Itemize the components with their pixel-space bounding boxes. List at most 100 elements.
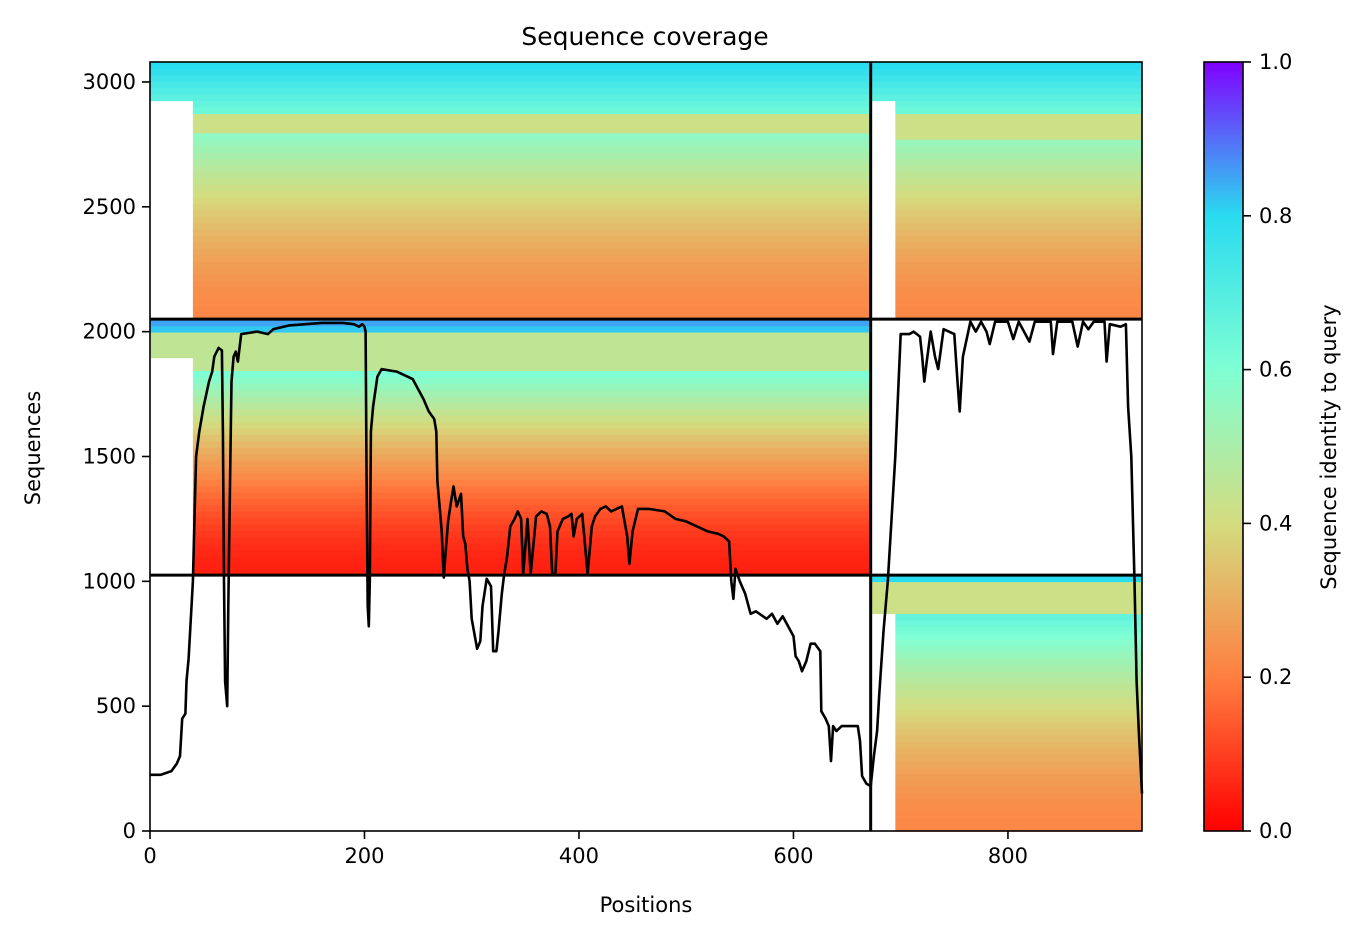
- colorbar-tick-label: 0.8: [1259, 204, 1292, 228]
- coverage-strip: [895, 209, 1142, 217]
- axes: 0 200 400 600 800 0 500 1000 1500 2000 2500 3000: [83, 61, 1143, 868]
- coverage-strip: [895, 164, 1142, 172]
- chart-title: Sequence coverage: [521, 22, 768, 51]
- x-tick-label: 200: [344, 844, 384, 868]
- coverage-strip: [895, 158, 1142, 166]
- coverage-strip: [895, 274, 1142, 282]
- coverage-strip: [192, 229, 871, 237]
- coverage-block-4: [150, 62, 871, 320]
- coverage-strip: [870, 594, 1142, 602]
- coverage-strip: [870, 74, 1142, 82]
- coverage-strip: [895, 613, 1142, 621]
- coverage-strip: [192, 434, 871, 442]
- coverage-strip: [192, 517, 871, 525]
- coverage-block-1: [870, 575, 1142, 832]
- coverage-strip: [895, 715, 1142, 723]
- x-tick-label: 400: [559, 844, 599, 868]
- coverage-strip: [895, 703, 1142, 711]
- coverage-strip: [895, 683, 1142, 691]
- coverage-strip: [192, 274, 871, 282]
- coverage-strip: [192, 216, 871, 224]
- coverage-strip: [192, 158, 871, 166]
- coverage-strip: [150, 319, 871, 327]
- coverage-strip: [192, 447, 871, 455]
- coverage-strip: [150, 74, 871, 82]
- coverage-strip: [895, 113, 1142, 121]
- coverage-strip: [150, 338, 871, 346]
- coverage-strip: [895, 767, 1142, 775]
- coverage-strip: [895, 824, 1142, 832]
- coverage-strip: [192, 184, 871, 192]
- coverage-line: [150, 320, 1144, 794]
- coverage-strip: [192, 459, 871, 467]
- coverage-strip: [192, 408, 871, 416]
- coverage-strip: [192, 100, 871, 108]
- coverage-strip: [895, 664, 1142, 672]
- colorbar-frame: [1203, 61, 1244, 832]
- coverage-line-layer: [150, 320, 1144, 794]
- coverage-strip: [895, 107, 1142, 115]
- coverage-strip: [150, 68, 871, 76]
- colorbar-tick-label: 1.0: [1259, 50, 1292, 74]
- coverage-strip: [895, 235, 1142, 243]
- colorbar-gradient: [1204, 62, 1243, 831]
- coverage-strip: [192, 453, 871, 461]
- coverage-strip: [192, 536, 871, 544]
- coverage-strip: [150, 62, 871, 70]
- coverage-strip: [192, 190, 871, 198]
- coverage-strip: [895, 786, 1142, 794]
- coverage-strip: [895, 754, 1142, 762]
- y-axis-label: Sequences: [21, 391, 45, 506]
- coverage-strip: [192, 357, 871, 365]
- coverage-strip: [895, 248, 1142, 256]
- colorbar-tick-label: 0.0: [1259, 819, 1292, 843]
- coverage-strip: [895, 626, 1142, 634]
- y-tick-label: 0: [123, 819, 136, 843]
- coverage-strip: [895, 229, 1142, 237]
- colorbar-tick-label: 0.2: [1259, 665, 1292, 689]
- coverage-strip: [192, 402, 871, 410]
- coverage-strip: [192, 466, 871, 474]
- y-tick-label: 2500: [83, 195, 136, 219]
- coverage-strip: [192, 415, 871, 423]
- colorbar-label: Sequence identity to query: [1317, 304, 1341, 589]
- coverage-strip: [895, 299, 1142, 307]
- coverage-strip: [192, 504, 871, 512]
- coverage-strip: [895, 287, 1142, 295]
- coverage-strip: [192, 203, 871, 211]
- y-tick-label: 1000: [83, 569, 136, 593]
- coverage-strip: [192, 530, 871, 538]
- coverage-strip: [895, 741, 1142, 749]
- coverage-strip: [192, 177, 871, 185]
- coverage-strip: [192, 126, 871, 134]
- coverage-strip: [192, 543, 871, 551]
- coverage-strip: [192, 119, 871, 127]
- coverage-strip: [895, 132, 1142, 140]
- coverage-strip: [895, 658, 1142, 666]
- coverage-strip: [895, 119, 1142, 127]
- coverage-strip: [895, 267, 1142, 275]
- coverage-strip: [192, 293, 871, 301]
- coverage-strip: [895, 171, 1142, 179]
- coverage-strip: [895, 293, 1142, 301]
- coverage-strip: [192, 254, 871, 262]
- coverage-strip: [895, 747, 1142, 755]
- coverage-strip: [895, 222, 1142, 230]
- coverage-strip: [895, 696, 1142, 704]
- coverage-strip: [192, 376, 871, 384]
- coverage-strip: [895, 203, 1142, 211]
- plot-area: [150, 62, 1142, 832]
- coverage-strip: [895, 690, 1142, 698]
- coverage-strip: [192, 306, 871, 314]
- coverage-strip: [895, 651, 1142, 659]
- coverage-strip: [192, 479, 871, 487]
- coverage-strip: [192, 164, 871, 172]
- coverage-strip: [192, 523, 871, 531]
- coverage-strip: [192, 389, 871, 397]
- coverage-strip: [192, 261, 871, 269]
- coverage-strip: [895, 779, 1142, 787]
- coverage-strip: [895, 126, 1142, 134]
- coverage-strip: [895, 152, 1142, 160]
- coverage-strip: [895, 184, 1142, 192]
- coverage-strip: [192, 312, 871, 320]
